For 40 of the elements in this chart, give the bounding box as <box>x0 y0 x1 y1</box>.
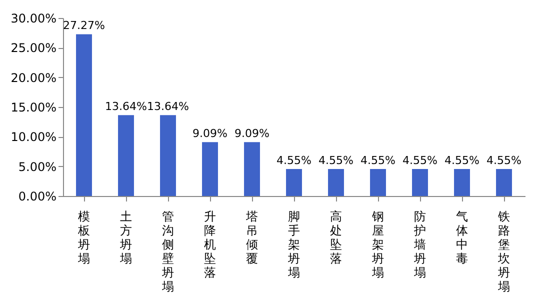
data-label: 4.55% <box>444 154 480 168</box>
y-tick-label: 15.00% <box>10 100 56 114</box>
x-tick-label: 铁路堡坎坍塌 <box>497 210 510 294</box>
bar <box>496 169 512 196</box>
x-tick-label: 钢屋架坍塌 <box>371 210 384 280</box>
data-label: 4.55% <box>486 154 522 168</box>
bar <box>202 142 218 196</box>
x-tick-label: 土方坍塌 <box>119 210 132 266</box>
bar <box>244 142 260 196</box>
y-tick-label: 20.00% <box>10 70 56 85</box>
data-label: 4.55% <box>360 154 396 168</box>
bar <box>76 34 92 196</box>
x-tick-label: 模板坍塌 <box>77 210 90 266</box>
bar <box>118 115 134 196</box>
bar <box>286 169 302 196</box>
y-tick-label: 25.00% <box>10 41 56 56</box>
data-label: 13.64% <box>147 100 189 114</box>
bar <box>454 169 470 196</box>
y-tick-label: 10.00% <box>10 130 56 144</box>
data-label: 4.55% <box>318 154 354 168</box>
bar <box>370 169 386 196</box>
data-label: 4.55% <box>276 154 312 168</box>
bar <box>412 169 428 196</box>
y-tick-label: 5.00% <box>18 160 56 174</box>
data-label: 9.09% <box>234 127 270 140</box>
data-label: 9.09% <box>192 127 228 140</box>
x-tick-label: 气体中毒 <box>456 210 468 266</box>
bar <box>328 169 344 196</box>
y-tick-label: 30.00% <box>10 12 56 26</box>
data-label: 4.55% <box>402 154 438 168</box>
x-tick-label: 升降机坠落 <box>204 210 216 280</box>
bar <box>160 115 176 196</box>
x-tick-label: 管沟侧壁坍塌 <box>161 210 174 294</box>
x-tick-label: 塔吊倾覆 <box>245 210 258 266</box>
data-label: 27.27% <box>63 19 105 32</box>
x-tick-label: 防护墙坍塌 <box>413 210 426 280</box>
x-tick-label: 脚手架坍塌 <box>287 210 300 280</box>
y-tick-label: 0.00% <box>18 190 56 204</box>
data-label: 13.64% <box>105 100 147 114</box>
x-tick-label: 高处坠落 <box>330 210 342 266</box>
